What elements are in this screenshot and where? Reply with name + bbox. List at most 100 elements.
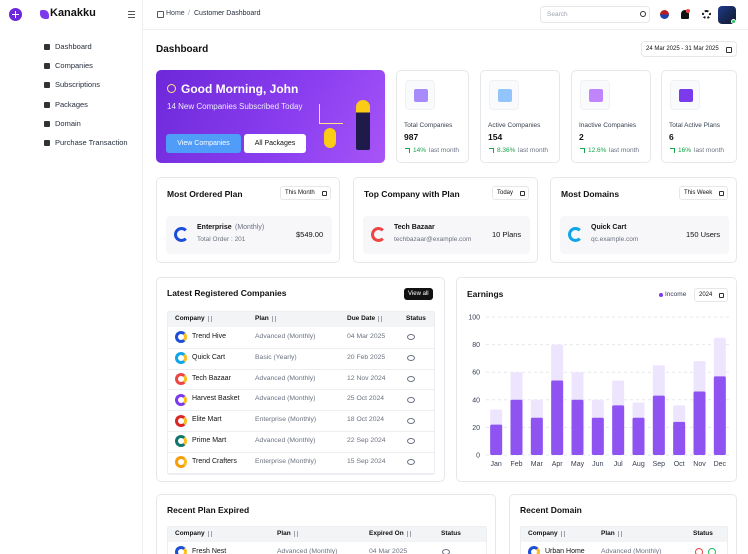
search-box[interactable]: Search xyxy=(540,6,650,23)
chart-filter[interactable]: 2024 xyxy=(694,288,729,302)
stat-period: last month xyxy=(518,147,548,154)
item-logo xyxy=(174,227,189,242)
all-packages-button[interactable]: All Packages xyxy=(244,134,306,153)
column-header[interactable]: Due Date xyxy=(347,315,376,322)
table-cell: 20 Feb 2025 xyxy=(347,353,386,361)
trend-arrow xyxy=(670,148,675,153)
illustration-plant xyxy=(324,128,336,148)
menu-item[interactable]: Dashboard xyxy=(55,42,92,51)
view-icon[interactable] xyxy=(407,417,415,424)
menu-toggle-line xyxy=(128,17,135,19)
date-range[interactable]: 24 Mar 2025 - 31 Mar 2025 xyxy=(641,41,737,57)
company-name: Trend Hive xyxy=(192,332,226,340)
view-icon[interactable] xyxy=(407,438,415,445)
item-detail: techbazaar@example.com xyxy=(394,236,472,243)
menu-icon xyxy=(44,44,50,50)
view-all-button[interactable]: View all xyxy=(404,288,433,300)
table-header xyxy=(167,526,487,542)
menu-toggle-line xyxy=(128,14,135,16)
company-logo xyxy=(175,393,187,406)
menu-icon xyxy=(44,120,50,127)
view-icon[interactable] xyxy=(407,355,415,362)
column-header[interactable]: Expired On xyxy=(369,530,404,537)
table-cell: Advanced (Monthly) xyxy=(255,332,316,340)
row-divider xyxy=(167,410,435,412)
approve-icon[interactable] xyxy=(708,548,716,554)
company-name: Tech Bazaar xyxy=(192,374,231,382)
row-divider xyxy=(167,389,435,391)
card-filter[interactable]: Today xyxy=(492,186,530,200)
add-button[interactable] xyxy=(9,8,22,21)
x-tick-label: Nov xyxy=(693,461,706,468)
column-header[interactable]: Plan xyxy=(601,530,615,537)
x-tick-label: May xyxy=(571,461,585,468)
language-flag[interactable] xyxy=(660,10,669,19)
item-logo xyxy=(371,227,386,242)
stat-value: 154 xyxy=(488,132,503,142)
stat-card: Active Companies 154 8.36% last month xyxy=(480,70,560,163)
stat-icon-box xyxy=(489,80,519,110)
menu-item[interactable]: Packages xyxy=(55,99,88,109)
card-title: Most Domains xyxy=(561,189,620,199)
view-companies-button[interactable]: View Companies xyxy=(166,134,241,153)
x-tick-label: Jun xyxy=(592,461,603,468)
calendar-icon xyxy=(322,190,327,196)
company-name: Harvest Basket xyxy=(192,395,240,403)
notification-icon[interactable] xyxy=(681,10,689,19)
bar xyxy=(490,424,503,455)
theme-toggle[interactable] xyxy=(702,10,711,19)
view-icon[interactable] xyxy=(442,549,450,554)
trend-arrow xyxy=(580,148,585,153)
card-title: Latest Registered Companies xyxy=(167,288,287,298)
x-tick-label: Mar xyxy=(531,461,544,468)
column-header[interactable]: Status xyxy=(693,530,713,537)
bar xyxy=(612,405,625,455)
card-filter[interactable]: This Month xyxy=(280,186,331,200)
view-icon[interactable] xyxy=(407,396,415,403)
view-icon[interactable] xyxy=(407,376,415,382)
reject-icon[interactable] xyxy=(695,548,703,554)
menu-icon xyxy=(44,63,50,70)
stat-card: Total Active Plans 6 16% last month xyxy=(661,70,737,163)
menu-item[interactable]: Domain xyxy=(55,118,81,128)
trend-arrow xyxy=(489,148,494,153)
home-icon xyxy=(157,11,164,18)
column-header[interactable]: Company xyxy=(175,530,205,537)
status-dot xyxy=(731,19,736,24)
item-value: 150 Users xyxy=(686,230,721,239)
company-logo xyxy=(175,352,187,365)
bar xyxy=(510,399,523,455)
card-title: Most Ordered Plan xyxy=(167,189,243,199)
column-header[interactable]: Company xyxy=(175,315,205,322)
column-header[interactable]: Plan xyxy=(255,315,269,322)
menu-item[interactable]: Purchase Transaction xyxy=(55,138,128,147)
column-header[interactable]: Status xyxy=(406,315,426,322)
breadcrumb-item[interactable]: Home xyxy=(166,10,185,17)
item-logo xyxy=(568,227,583,242)
view-icon[interactable] xyxy=(407,334,415,341)
column-header[interactable]: Plan xyxy=(277,530,291,537)
menu-item[interactable]: Companies xyxy=(55,61,93,71)
earnings-chart: 0 20 40 60 80 100 Jan Feb Mar Apr May Jun Jul Aug Sep O… xyxy=(468,315,730,468)
view-icon[interactable] xyxy=(407,459,415,466)
card-filter[interactable]: This Week xyxy=(679,186,729,200)
x-tick-label: Dec xyxy=(714,461,727,468)
company-logo xyxy=(175,373,187,385)
column-header[interactable]: Status xyxy=(441,530,461,537)
column-header[interactable]: Company xyxy=(528,530,558,537)
stat-label: Inactive Companies xyxy=(579,122,637,129)
stat-icon xyxy=(679,89,693,102)
stat-period: last month xyxy=(429,147,459,154)
bar xyxy=(652,395,665,455)
sort-icon xyxy=(272,316,276,322)
welcome-subtitle: 14 New Companies Subscribed Today xyxy=(167,102,303,111)
x-tick-label: Oct xyxy=(674,461,685,468)
plus-v xyxy=(14,11,17,18)
menu-item[interactable]: Subscriptions xyxy=(55,80,101,90)
stat-label: Active Companies xyxy=(488,122,541,129)
x-tick-label: Apr xyxy=(552,461,564,468)
x-tick-label: Jan xyxy=(491,461,502,468)
company-logo xyxy=(175,331,187,344)
stat-change: 12.6% xyxy=(588,147,607,154)
